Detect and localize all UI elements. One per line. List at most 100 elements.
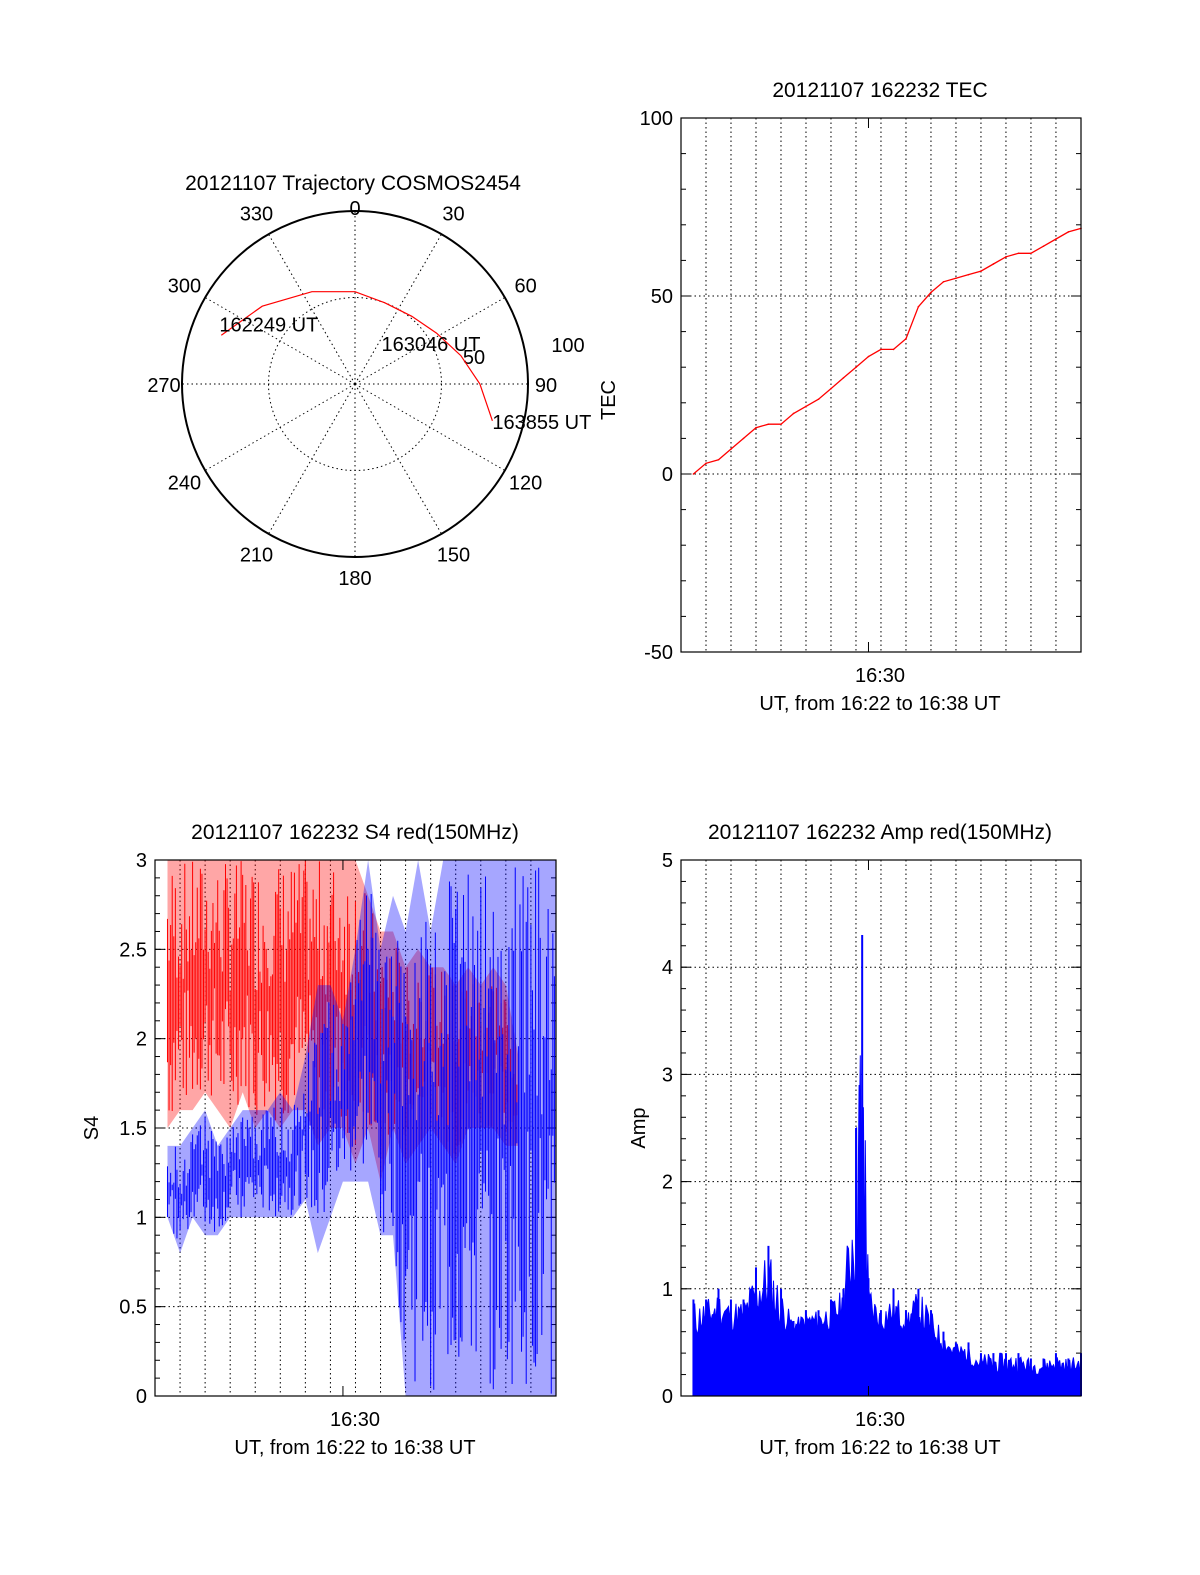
y-tick-label: 50 xyxy=(651,286,673,308)
series-point xyxy=(917,305,920,308)
series-point xyxy=(942,280,945,283)
polar-azimuth-label: 330 xyxy=(240,203,273,225)
polar-spoke xyxy=(204,383,356,471)
plot-frame xyxy=(154,859,557,1397)
amp-fill-area xyxy=(692,970,1082,1397)
y-tick-label: 0 xyxy=(136,1386,147,1408)
series-point xyxy=(892,348,895,351)
series-point xyxy=(867,355,870,358)
tec-plot-area: -50 0 50 100 xyxy=(640,108,1082,664)
series-point xyxy=(830,387,832,390)
polar-chart-title: 20121107 Trajectory COSMOS2454 xyxy=(185,172,521,195)
tec-chart: 20121107 162232 TEC 16:30 UT, from 16:22… xyxy=(598,79,1082,715)
series-point xyxy=(955,277,957,280)
series-point xyxy=(792,412,795,415)
polar-elevation-label: 50 xyxy=(463,347,485,369)
y-tick-label: 5 xyxy=(662,850,673,872)
polar-spoke xyxy=(268,233,356,385)
series-point xyxy=(880,348,882,351)
y-tick-label: 3 xyxy=(662,1064,673,1086)
y-tick-label: -50 xyxy=(644,642,673,664)
y-tick-label: 3 xyxy=(136,850,147,872)
polar-azimuth-label: 240 xyxy=(168,473,201,495)
y-tick-label: 1.5 xyxy=(119,1118,147,1140)
polar-azimuth-labels: 0 30 60 90 120 150 180 210 240 270 300 330 50 100 xyxy=(147,198,584,590)
plot-frame xyxy=(680,859,1082,1397)
tec-x-tick-label: 16:30 xyxy=(855,665,905,687)
polar-spoke xyxy=(354,383,442,535)
amp-x-axis-label: UT, from 16:22 to 16:38 UT xyxy=(759,1437,1000,1459)
y-tick-label: 2 xyxy=(662,1172,673,1194)
series-point xyxy=(755,426,757,429)
s4-x-tick-label: 16:30 xyxy=(330,1409,380,1431)
trajectory-line xyxy=(220,291,493,421)
amp-chart-title: 20121107 162232 Amp red(150MHz) xyxy=(708,821,1052,844)
s4-chart-title: 20121107 162232 S4 red(150MHz) xyxy=(191,821,519,844)
series-point xyxy=(705,462,707,465)
tec-chart-title: 20121107 162232 TEC xyxy=(772,79,987,102)
polar-azimuth-label: 300 xyxy=(168,276,201,298)
polar-azimuth-label: 180 xyxy=(338,568,371,590)
amp-y-axis-label: Amp xyxy=(628,1107,650,1148)
amp-x-tick-label: 16:30 xyxy=(855,1409,905,1431)
series-point xyxy=(855,366,857,369)
y-tick-label: 1 xyxy=(662,1279,673,1301)
polar-azimuth-label: 210 xyxy=(240,545,273,567)
series-point xyxy=(1042,245,1045,247)
series-point xyxy=(1005,256,1007,258)
polar-azimuth-label: 120 xyxy=(509,473,542,495)
polar-grid xyxy=(181,210,529,558)
trajectory-time-label: 162249 UT xyxy=(219,314,318,336)
polar-azimuth-label: 30 xyxy=(442,203,464,225)
s4-x-axis-label: UT, from 16:22 to 16:38 UT xyxy=(234,1437,475,1459)
tec-x-axis-label: UT, from 16:22 to 16:38 UT xyxy=(759,693,1000,715)
series-point xyxy=(742,437,745,440)
series-point xyxy=(1067,231,1070,233)
polar-azimuth-label: 60 xyxy=(514,276,536,298)
polar-spoke xyxy=(354,383,506,471)
polar-azimuth-label: 150 xyxy=(437,545,470,567)
series-point xyxy=(717,458,720,461)
series-point xyxy=(817,398,820,401)
s4-chart: 20121107 162232 S4 red(150MHz) 16:30 UT,… xyxy=(81,821,557,1459)
polar-azimuth-label: 270 xyxy=(147,375,180,397)
polar-trajectory-chart: 20121107 Trajectory COSMOS2454 0 30 60 90 12… xyxy=(147,172,591,590)
series-point xyxy=(692,473,695,475)
y-tick-label: 2.5 xyxy=(119,939,147,961)
polar-track-group: 162249 UT 163046 UT 163855 UT xyxy=(219,291,591,434)
y-tick-label: 1 xyxy=(136,1207,147,1229)
polar-azimuth-label: 0 xyxy=(349,198,360,220)
trajectory-time-label: 163855 UT xyxy=(492,412,591,434)
series-point xyxy=(980,270,982,272)
polar-spoke xyxy=(268,383,356,535)
y-tick-label: 100 xyxy=(640,108,673,130)
series-point xyxy=(905,337,907,340)
series-point xyxy=(992,263,995,265)
polar-outer-ring xyxy=(181,210,529,558)
polar-spoke xyxy=(354,297,506,385)
s4-plot-area: 0 0.5 1 1.5 2 2.5 3 xyxy=(119,850,557,1408)
series-point xyxy=(805,405,807,408)
series-point xyxy=(1055,238,1057,240)
series-point xyxy=(1017,252,1020,255)
series-point xyxy=(842,377,845,379)
y-tick-label: 0.5 xyxy=(119,1297,147,1319)
y-tick-label: 2 xyxy=(136,1029,147,1051)
series-point xyxy=(930,291,932,294)
series-point xyxy=(967,273,970,276)
series-point xyxy=(767,423,770,425)
series-point xyxy=(730,448,732,450)
series-point xyxy=(1030,252,1032,255)
series-point xyxy=(780,423,782,425)
y-tick-label: 4 xyxy=(662,957,673,979)
polar-spoke xyxy=(204,297,356,385)
trajectory-time-label: 163046 UT xyxy=(382,334,481,356)
series-line xyxy=(692,227,1082,475)
polar-azimuth-label: 90 xyxy=(535,375,557,397)
amp-plot-area: 0 1 2 3 4 5 xyxy=(662,850,1082,1408)
tec-y-axis-label: TEC xyxy=(598,380,620,420)
amp-chart: 20121107 162232 Amp red(150MHz) 16:30 UT… xyxy=(628,821,1082,1459)
y-tick-label: 0 xyxy=(662,464,673,486)
s4-y-axis-label: S4 xyxy=(81,1116,103,1140)
